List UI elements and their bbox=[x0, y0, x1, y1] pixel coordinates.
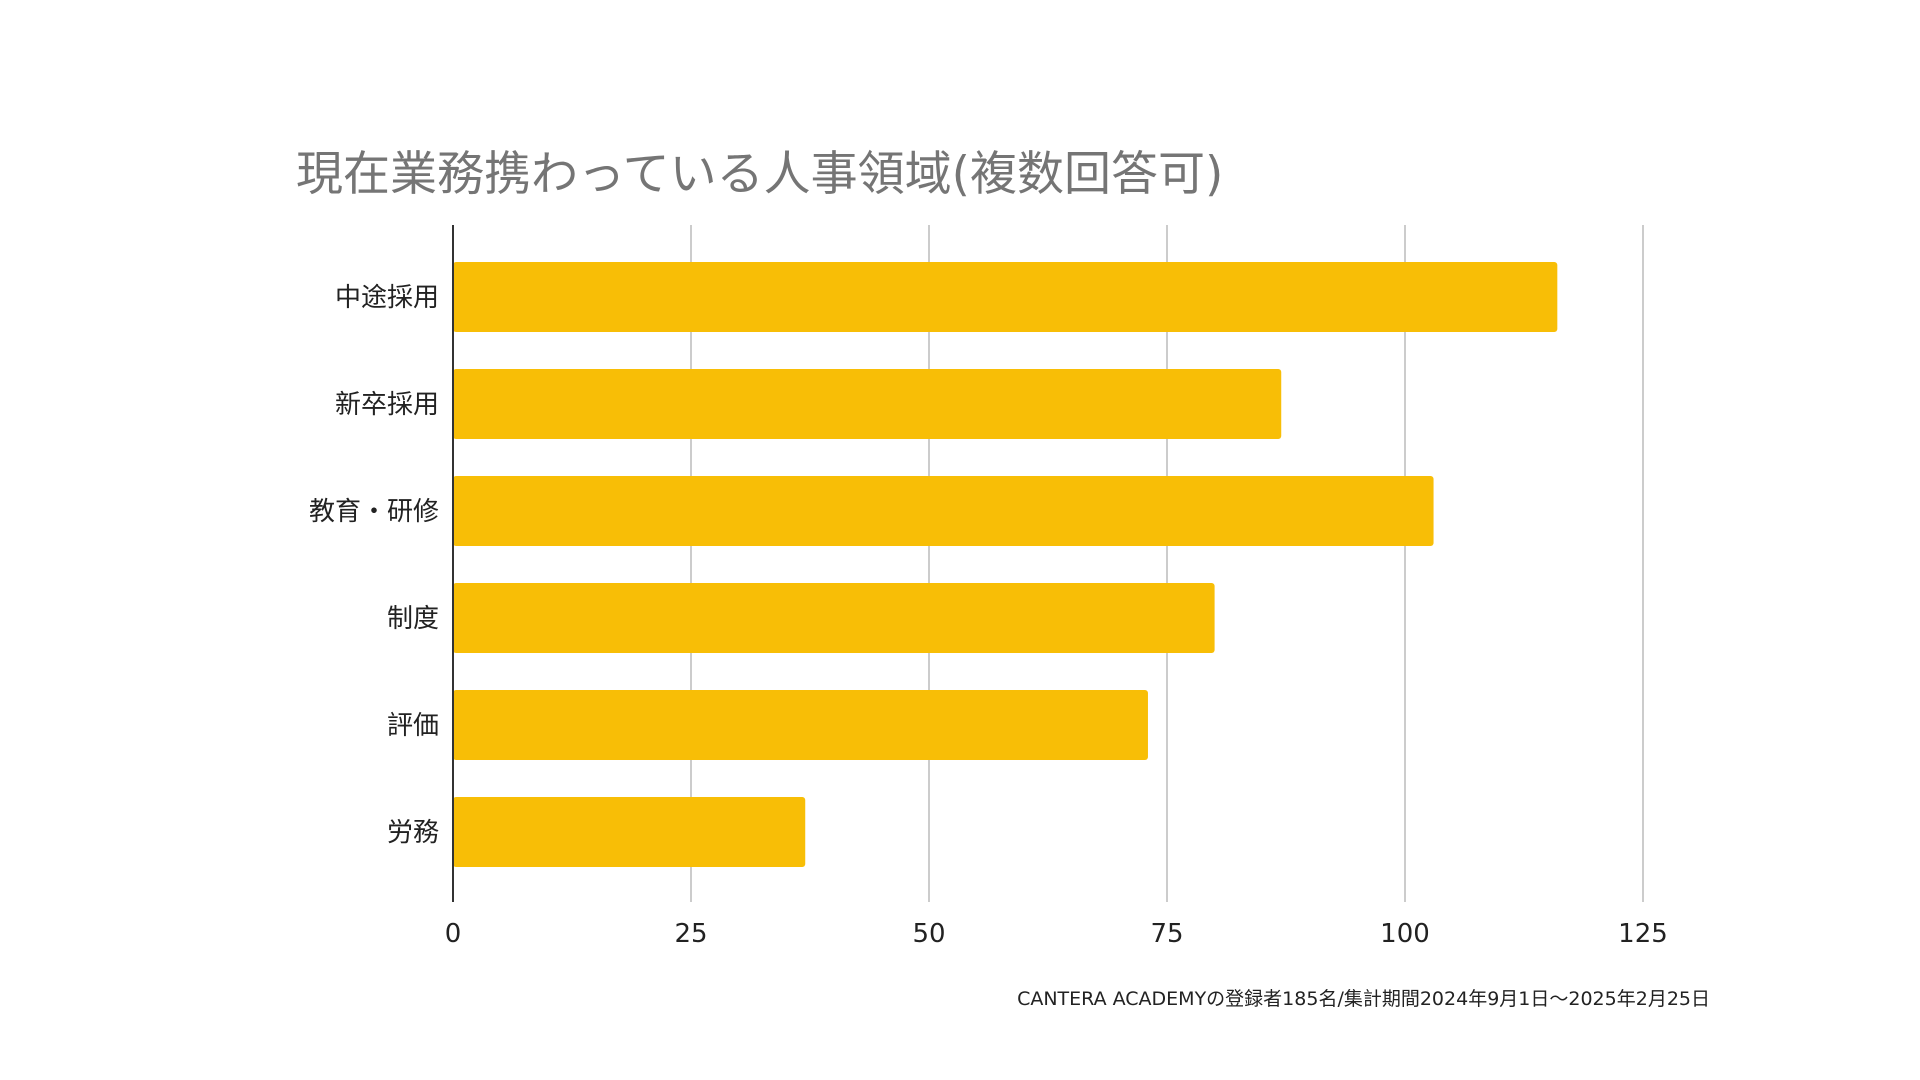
bars bbox=[453, 262, 1558, 867]
category-label-3: 制度 bbox=[387, 604, 439, 634]
x-tick-label-125: 125 bbox=[1618, 919, 1668, 949]
x-tick-label-25: 25 bbox=[674, 919, 707, 949]
x-tick-label-50: 50 bbox=[912, 919, 945, 949]
bar-0 bbox=[453, 262, 1558, 332]
category-label-1: 新卒採用 bbox=[335, 390, 439, 420]
x-tick-label-75: 75 bbox=[1150, 919, 1183, 949]
x-tick-label-100: 100 bbox=[1380, 919, 1430, 949]
bar-1 bbox=[453, 369, 1282, 439]
chart-title: 現在業務携わっている人事領域(複数回答可) bbox=[296, 147, 1224, 202]
gridlines bbox=[690, 225, 1644, 902]
bar-3 bbox=[453, 583, 1215, 653]
bar-4 bbox=[453, 690, 1148, 760]
category-label-5: 労務 bbox=[387, 818, 439, 848]
bar-2 bbox=[453, 476, 1434, 546]
bar-5 bbox=[453, 797, 806, 867]
category-label-2: 教育・研修 bbox=[309, 497, 439, 527]
category-label-4: 評価 bbox=[387, 711, 439, 741]
x-tick-label-0: 0 bbox=[445, 919, 462, 949]
category-label-0: 中途採用 bbox=[335, 283, 439, 313]
footnote: CANTERA ACADEMYの登録者185名/集計期間2024年9月1日〜20… bbox=[1017, 988, 1710, 1010]
